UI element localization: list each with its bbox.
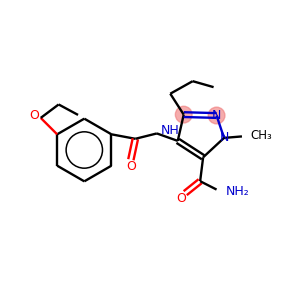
Text: NH₂: NH₂ [226,184,250,198]
Text: O: O [29,109,39,122]
Circle shape [208,107,225,124]
Text: CH₃: CH₃ [250,129,272,142]
Circle shape [176,106,192,123]
Text: N: N [220,131,229,144]
Text: O: O [177,192,187,205]
Text: N: N [212,109,221,122]
Text: NH: NH [160,124,179,137]
Text: O: O [126,160,136,173]
